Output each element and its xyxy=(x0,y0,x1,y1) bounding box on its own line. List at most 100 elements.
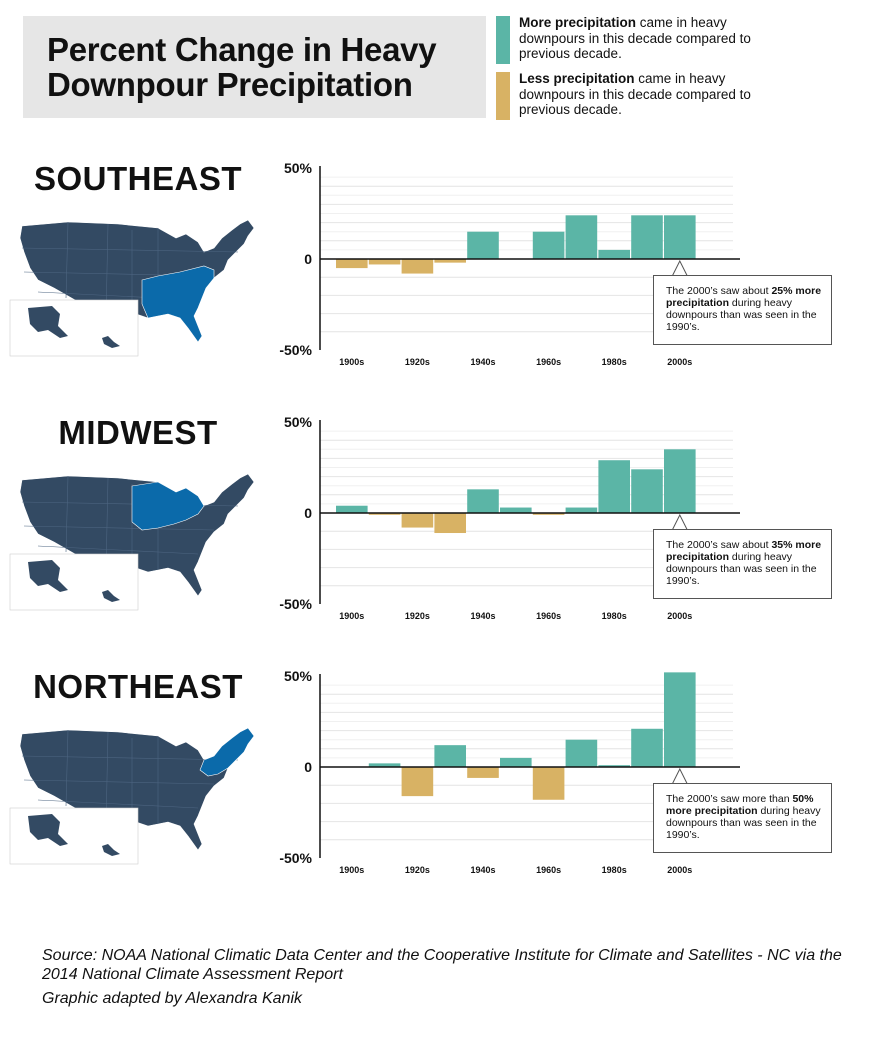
bar-1970s xyxy=(565,215,598,259)
x-tick-label: 1900s xyxy=(339,357,364,367)
bar-1990s xyxy=(631,469,663,513)
y-tick-label: -50% xyxy=(279,596,312,612)
x-tick-label: 1900s xyxy=(339,611,364,621)
bar-1920s xyxy=(401,259,434,274)
region-name: SOUTHEAST xyxy=(33,160,242,197)
callout: The 2000’s saw about 25% more precipitat… xyxy=(653,275,832,345)
bar-1920s xyxy=(401,767,434,797)
bar-1950s xyxy=(500,507,532,513)
region-southeast: SOUTHEAST 50% 0 -50% 1900s 1920s 1940s 1960s 19… xyxy=(0,160,880,410)
legend-less-bold: Less precipitation xyxy=(519,71,635,86)
bar-1910s xyxy=(368,259,401,265)
us-map-southeast-highlight xyxy=(9,219,255,357)
us-map-northeast-highlight xyxy=(9,727,255,865)
x-tick-label: 1920s xyxy=(405,357,430,367)
bar-1970s xyxy=(565,507,598,513)
legend-less: Less precipitation came in heavy downpou… xyxy=(496,71,876,120)
bar-1990s xyxy=(631,728,663,767)
us-map-midwest-highlight xyxy=(9,473,255,611)
x-tick-label: 1980s xyxy=(602,357,627,367)
highlighted-region xyxy=(141,265,215,343)
bar-1960s xyxy=(532,231,565,259)
bar-2000s xyxy=(664,672,696,767)
callout: The 2000’s saw more than 50% more precip… xyxy=(653,783,832,853)
legend-more-text: More precipitation came in heavy downpou… xyxy=(519,15,759,62)
y-tick-label: 0 xyxy=(304,759,312,775)
alaska-shape xyxy=(28,560,68,592)
callout-pre: The 2000’s saw more than xyxy=(666,793,793,805)
source-line: Source: NOAA National Climatic Data Cent… xyxy=(42,947,842,983)
x-tick-label: 2000s xyxy=(667,611,692,621)
title-line-2: Downpour Precipitation xyxy=(47,66,413,103)
callout-pre: The 2000’s saw about xyxy=(666,539,772,551)
region-northeast: NORTHEAST 50% 0 -50% 1900s 1920s 1940s 1960s 19… xyxy=(0,668,880,918)
title-box: Percent Change in Heavy Downpour Precipi… xyxy=(23,16,486,118)
hawaii-shape xyxy=(102,844,120,856)
region-name: NORTHEAST xyxy=(33,668,243,705)
hawaii-shape xyxy=(102,590,120,602)
callout-bold: 35% more precipitation xyxy=(666,539,822,563)
y-tick-label: 0 xyxy=(304,251,312,267)
state-border xyxy=(37,799,199,809)
callout-post: during heavy downpours than was seen in … xyxy=(666,297,817,333)
region-name: MIDWEST xyxy=(58,414,218,451)
bar-1930s xyxy=(434,513,466,534)
page-title: Percent Change in Heavy Downpour Precipi… xyxy=(47,31,437,103)
state-border xyxy=(65,221,69,299)
bar-1970s xyxy=(565,739,598,767)
callout-post: during heavy downpours than was seen in … xyxy=(666,805,821,841)
x-tick-label: 1960s xyxy=(536,357,561,367)
y-tick-label: 50% xyxy=(284,668,313,684)
y-tick-label: 50% xyxy=(284,160,313,176)
callout-pointer xyxy=(671,513,689,532)
x-tick-label: 1940s xyxy=(470,865,495,875)
graphic-credit: Graphic adapted by Alexandra Kanik xyxy=(42,990,303,1007)
x-tick-label: 2000s xyxy=(667,865,692,875)
bar-1930s xyxy=(434,259,466,263)
callout: The 2000’s saw about 35% more precipitat… xyxy=(653,529,832,599)
callout-bold: 25% more precipitation xyxy=(666,285,822,309)
y-tick-label: -50% xyxy=(279,850,312,866)
bar-1900s xyxy=(336,259,368,269)
hawaii-shape xyxy=(102,336,120,348)
bar-2000s xyxy=(664,215,696,259)
bar-1960s xyxy=(532,513,565,515)
x-tick-label: 1920s xyxy=(405,865,430,875)
state-border xyxy=(23,779,215,785)
x-tick-label: 1940s xyxy=(470,357,495,367)
bar-1980s xyxy=(598,765,630,767)
bar-1940s xyxy=(467,231,499,259)
x-tick-label: 1920s xyxy=(405,611,430,621)
bar-1980s xyxy=(598,460,630,513)
source-note: Source: NOAA National Climatic Data Cent… xyxy=(42,946,862,1008)
legend-less-text: Less precipitation came in heavy downpou… xyxy=(519,71,759,118)
alaska-shape xyxy=(28,306,68,338)
x-tick-label: 1980s xyxy=(602,865,627,875)
state-border xyxy=(23,525,215,531)
bar-1950s xyxy=(500,757,532,767)
legend-less-rest: came in heavy downpours in this decade c… xyxy=(519,71,751,117)
legend-less-swatch xyxy=(496,72,510,120)
callout-bold: 50% more precipitation xyxy=(666,793,814,817)
x-tick-label: 1960s xyxy=(536,611,561,621)
alaska-shape xyxy=(28,814,68,846)
state-border xyxy=(65,475,69,553)
x-tick-label: 1980s xyxy=(602,611,627,621)
bar-1900s xyxy=(336,505,368,513)
title-line-1: Percent Change in Heavy xyxy=(47,31,437,68)
bar-chart-southeast: 50% 0 -50% 1900s 1920s 1940s 1960s 1980s 2000s xyxy=(279,160,740,367)
callout-text: The 2000’s saw about 25% more precipitat… xyxy=(666,285,826,333)
callout-post: during heavy downpours than was seen in … xyxy=(666,551,817,587)
bar-1980s xyxy=(598,249,630,259)
state-border xyxy=(21,755,239,761)
callout-text: The 2000’s saw more than 50% more precip… xyxy=(666,793,826,841)
bar-1940s xyxy=(467,489,499,513)
callout-pre: The 2000’s saw about xyxy=(666,285,772,297)
y-tick-label: -50% xyxy=(279,342,312,358)
bar-1910s xyxy=(368,513,401,515)
bar-1960s xyxy=(532,767,565,800)
highlighted-region xyxy=(131,481,205,531)
x-tick-label: 1940s xyxy=(470,611,495,621)
state-border xyxy=(21,247,239,253)
bar-1930s xyxy=(434,745,466,767)
